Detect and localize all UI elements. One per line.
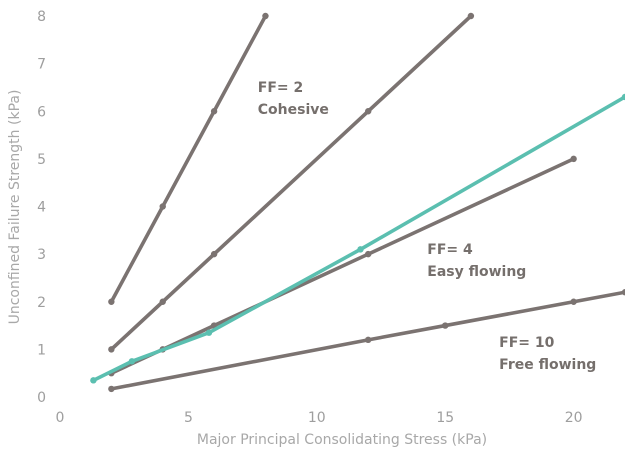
annotation-line: FF= 4 (427, 242, 473, 258)
annotation-label: FF= 10 Free flowing (499, 335, 596, 373)
data-point (357, 246, 364, 253)
annotation-label: FF= 2 Cohesive (258, 80, 329, 118)
annotation-line: Cohesive (258, 102, 329, 118)
x-tick-label: 0 (56, 410, 65, 426)
y-tick-label: 7 (37, 57, 46, 73)
data-point (210, 108, 218, 115)
data-point (570, 155, 577, 163)
annotation-line: Free flowing (499, 357, 596, 373)
annotation-line: Easy flowing (427, 264, 526, 280)
data-point (262, 12, 269, 20)
y-tick-label: 8 (37, 9, 46, 25)
x-tick-label: 5 (184, 410, 193, 426)
data-point (159, 203, 166, 210)
y-tick-label: 4 (37, 200, 46, 216)
data-point (108, 346, 115, 353)
series-layer (90, 12, 625, 393)
x-tick-label: 15 (436, 410, 454, 426)
y-tick-label: 2 (37, 295, 46, 311)
data-point (621, 289, 625, 296)
series-4 (108, 289, 625, 393)
data-point (364, 108, 372, 115)
data-point (442, 322, 449, 329)
series-1 (108, 12, 269, 305)
data-point (205, 329, 213, 336)
series-2 (108, 12, 475, 353)
y-tick-label: 6 (37, 104, 46, 120)
data-point (364, 250, 372, 258)
y-tick-label: 3 (37, 247, 46, 263)
data-point (364, 336, 372, 344)
data-point (108, 385, 115, 393)
series-line (109, 14, 473, 352)
annotation-line: FF= 10 (499, 335, 554, 351)
x-tick-label: 20 (565, 410, 583, 426)
annotations: FF= 2 Cohesive FF= 4 Easy flowing FF= 10 Free… (258, 80, 597, 373)
y-tick-label: 5 (37, 152, 46, 168)
annotation-line: FF= 2 (258, 80, 303, 96)
annotation-label: FF= 4 Easy flowing (427, 242, 526, 280)
data-point (128, 358, 136, 365)
y-tick-label: 1 (37, 342, 46, 358)
data-point (467, 12, 475, 20)
x-axis-title: Major Principal Consolidating Stress (kP… (197, 432, 487, 448)
series-5 (90, 93, 625, 384)
data-point (108, 298, 115, 305)
y-axis-title: Unconfined Failure Strength (kPa) (7, 90, 23, 325)
y-tick-label: 0 (37, 390, 46, 406)
data-point (570, 298, 577, 305)
series-line (109, 14, 268, 304)
data-point (90, 377, 97, 384)
data-point (621, 93, 625, 101)
x-tick-label: 10 (308, 410, 326, 426)
data-point (159, 298, 166, 305)
axes: 0 5 10 15 20 0 1 2 3 4 5 6 7 8 (37, 9, 582, 426)
data-point (210, 250, 218, 258)
